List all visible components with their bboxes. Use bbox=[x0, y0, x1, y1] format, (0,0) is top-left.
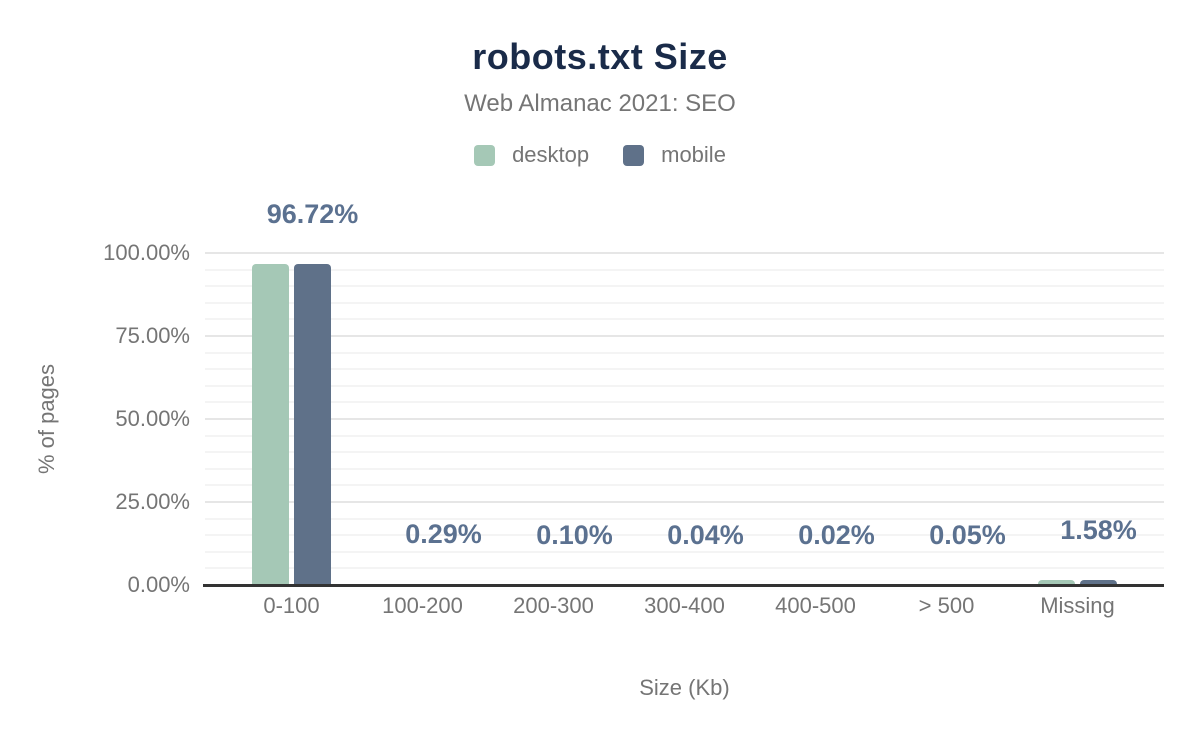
legend-label-desktop: desktop bbox=[512, 142, 590, 167]
chart-subtitle: Web Almanac 2021: SEO bbox=[464, 90, 736, 117]
legend: desktop mobile bbox=[0, 142, 1200, 168]
minor-gridline bbox=[205, 567, 1164, 570]
bar-mobile bbox=[1080, 579, 1117, 585]
minor-gridline bbox=[205, 484, 1164, 487]
plot-area: 96.72% 0.29% 0.10% 0.04% 0.02% 0.05% 1.58% bbox=[203, 200, 1164, 587]
x-axis-labels: 0-100 100-200 200-300 300-400 400-500 > 500 Mi… bbox=[205, 593, 1164, 619]
minor-gridline bbox=[205, 434, 1164, 437]
legend-item-desktop: desktop bbox=[474, 142, 589, 168]
x-tick-label: 300-400 bbox=[644, 593, 725, 618]
chart-title: robots.txt Size bbox=[472, 36, 728, 77]
legend-swatch-mobile bbox=[623, 144, 645, 166]
data-label: 0.05% bbox=[929, 519, 1006, 550]
x-tick-label: 400-500 bbox=[775, 593, 856, 618]
x-tick-label: > 500 bbox=[918, 593, 975, 618]
y-tick-label: 25.00% bbox=[115, 489, 190, 514]
y-tick-label: 75.00% bbox=[115, 323, 190, 348]
data-label: 0.04% bbox=[667, 519, 744, 550]
x-tick-label: 200-300 bbox=[513, 593, 594, 618]
minor-gridline bbox=[205, 451, 1164, 454]
minor-gridline bbox=[205, 318, 1164, 321]
legend-item-mobile: mobile bbox=[623, 142, 726, 168]
y-tick-label: 50.00% bbox=[115, 406, 190, 431]
minor-gridline bbox=[205, 351, 1164, 354]
x-tick-label: 100-200 bbox=[382, 593, 463, 618]
data-label: 1.58% bbox=[1060, 514, 1137, 545]
y-tick-label: 100.00% bbox=[103, 240, 190, 265]
minor-gridline bbox=[205, 534, 1164, 537]
data-label: 0.29% bbox=[405, 519, 482, 550]
major-gridline bbox=[205, 501, 1164, 503]
y-tick-label: 0.00% bbox=[127, 572, 190, 597]
major-gridline bbox=[205, 252, 1164, 254]
legend-swatch-desktop bbox=[474, 144, 496, 166]
minor-gridline bbox=[205, 401, 1164, 404]
minor-gridline bbox=[205, 517, 1164, 520]
bar-desktop bbox=[252, 263, 289, 585]
x-tick-label: 0-100 bbox=[263, 593, 320, 618]
minor-gridline bbox=[205, 268, 1164, 271]
x-tick-label: Missing bbox=[1040, 593, 1115, 618]
bar-mobile bbox=[294, 263, 331, 585]
minor-gridline bbox=[205, 285, 1164, 288]
y-axis-labels: 0.00% 25.00% 50.00% 75.00% 100.00% bbox=[0, 241, 190, 597]
data-label: 96.72% bbox=[266, 198, 359, 229]
major-gridline bbox=[205, 335, 1164, 337]
minor-gridline bbox=[205, 384, 1164, 387]
legend-label-mobile: mobile bbox=[661, 142, 726, 167]
bar-desktop bbox=[1038, 579, 1075, 585]
data-label: 0.10% bbox=[536, 519, 613, 550]
major-gridline bbox=[205, 418, 1164, 420]
x-axis-line bbox=[203, 584, 1164, 587]
data-label: 0.02% bbox=[798, 519, 875, 550]
minor-gridline bbox=[205, 368, 1164, 371]
x-axis-title: Size (Kb) bbox=[639, 675, 730, 700]
minor-gridline bbox=[205, 467, 1164, 470]
minor-gridline bbox=[205, 550, 1164, 553]
minor-gridline bbox=[205, 301, 1164, 304]
